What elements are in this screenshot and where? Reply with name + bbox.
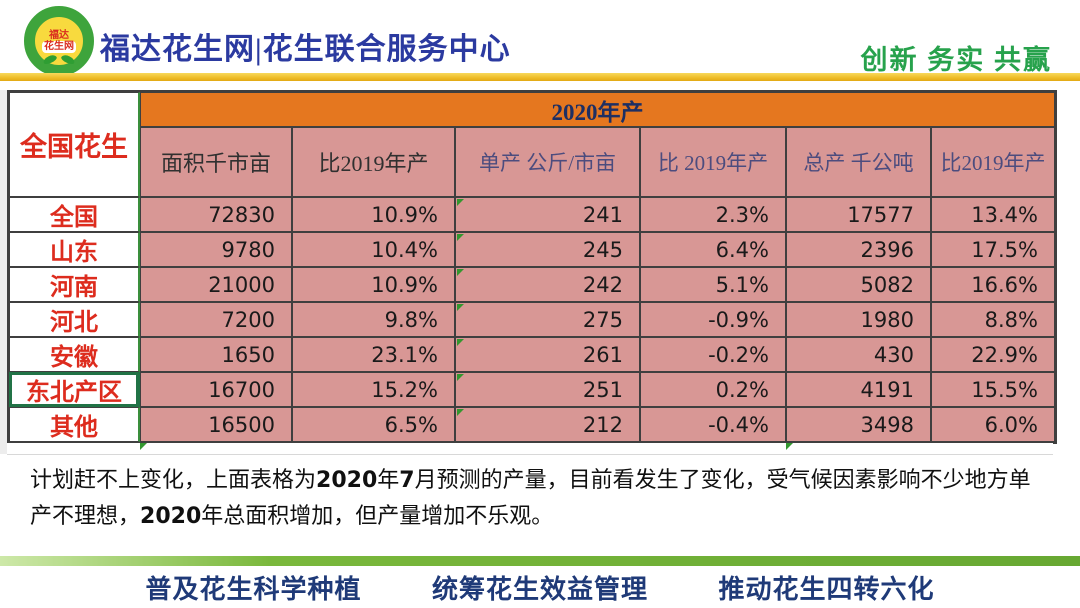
page-title: 福达花生网|花生联合服务中心 <box>100 33 511 66</box>
logo-text-top: 福达 <box>49 29 69 41</box>
column-header-area: 面积千市亩 <box>140 127 292 197</box>
data-cell: 9780 <box>140 232 292 267</box>
row-label: 全国 <box>9 197 140 232</box>
data-cell: 241 <box>455 197 640 232</box>
sheet-partial-row <box>7 443 1053 455</box>
data-cell: 212 <box>455 407 640 442</box>
column-header-output-yoy: 比2019年产 <box>931 127 1055 197</box>
data-cell: 23.1% <box>292 337 455 372</box>
header-divider <box>0 73 1080 81</box>
row-label: 山东 <box>9 232 140 267</box>
cell-flag-triangle-icon <box>457 374 464 381</box>
data-cell: 245 <box>455 232 640 267</box>
data-cell: 17.5% <box>931 232 1055 267</box>
footer-divider <box>0 556 1080 566</box>
header-slogan: 创新 务实 共赢 <box>860 45 1052 75</box>
data-cell: 22.9% <box>931 337 1055 372</box>
data-cell: 16700 <box>140 372 292 407</box>
data-cell: 2396 <box>786 232 931 267</box>
data-cell: 2.3% <box>640 197 786 232</box>
logo-text-bottom: 花生网 <box>42 40 76 53</box>
data-cell: 242 <box>455 267 640 302</box>
data-cell: -0.9% <box>640 302 786 337</box>
row-label: 河北 <box>9 302 140 337</box>
data-cell: 10.4% <box>292 232 455 267</box>
cell-flag-triangle-icon <box>457 339 464 346</box>
production-table: 全国花生 2020年产 面积千市亩 比2019年产 单产 公斤/市亩 比 201… <box>7 90 1057 444</box>
data-cell: 1980 <box>786 302 931 337</box>
footer-slogans: 普及花生科学种植 统筹花生效益管理 推动花生四转六化 <box>0 569 1080 606</box>
data-cell: 10.9% <box>292 267 455 302</box>
data-cell: 9.8% <box>292 302 455 337</box>
data-cell: 3498 <box>786 407 931 442</box>
data-cell: 8.8% <box>931 302 1055 337</box>
corner-cell: 全国花生 <box>9 92 140 197</box>
data-cell: 5082 <box>786 267 931 302</box>
row-label-selected: 东北产区 <box>9 372 140 407</box>
leaf-icon <box>60 53 76 66</box>
data-cell: 17577 <box>786 197 931 232</box>
footer-slogan-promotion: 推动花生四转六化 <box>718 575 935 604</box>
cell-flag-triangle-icon <box>457 304 464 311</box>
row-label: 河南 <box>9 267 140 302</box>
site-logo-icon: 福达 花生网 <box>24 6 94 76</box>
data-cell: 5.1% <box>640 267 786 302</box>
cell-flag-triangle-icon <box>786 443 793 450</box>
data-cell: 6.5% <box>292 407 455 442</box>
data-cell: 21000 <box>140 267 292 302</box>
data-cell: 4191 <box>786 372 931 407</box>
data-cell: 275 <box>455 302 640 337</box>
data-cell: 0.2% <box>640 372 786 407</box>
column-header-yield-yoy: 比 2019年产 <box>640 127 786 197</box>
cell-flag-triangle-icon <box>457 409 464 416</box>
cell-flag-triangle-icon <box>457 234 464 241</box>
data-cell: 1650 <box>140 337 292 372</box>
data-cell: 7200 <box>140 302 292 337</box>
note-paragraph: 计划赶不上变化，上面表格为2020年7月预测的产量，目前看发生了变化，受气候因素… <box>30 467 1031 529</box>
data-cell: -0.4% <box>640 407 786 442</box>
column-header-yield: 单产 公斤/市亩 <box>455 127 640 197</box>
data-cell: 16500 <box>140 407 292 442</box>
cell-flag-triangle-icon <box>457 269 464 276</box>
cell-flag-triangle-icon <box>457 199 464 206</box>
data-cell: 430 <box>786 337 931 372</box>
data-cell: 16.6% <box>931 267 1055 302</box>
year-banner: 2020年产 <box>140 92 1055 127</box>
data-cell: 261 <box>455 337 640 372</box>
data-cell: 251 <box>455 372 640 407</box>
row-label: 其他 <box>9 407 140 442</box>
column-header-area-yoy: 比2019年产 <box>292 127 455 197</box>
row-label: 安徽 <box>9 337 140 372</box>
footer-slogan-management: 统筹花生效益管理 <box>431 575 648 604</box>
leaf-icon <box>42 53 58 66</box>
data-cell: 15.2% <box>292 372 455 407</box>
data-cell: 6.4% <box>640 232 786 267</box>
cell-flag-triangle-icon <box>140 443 147 450</box>
data-cell: 10.9% <box>292 197 455 232</box>
footer-slogan-planting: 普及花生科学种植 <box>145 575 362 604</box>
data-cell: 72830 <box>140 197 292 232</box>
column-header-output: 总产 千公吨 <box>786 127 931 197</box>
data-cell: 13.4% <box>931 197 1055 232</box>
data-cell: -0.2% <box>640 337 786 372</box>
data-cell: 6.0% <box>931 407 1055 442</box>
data-cell: 15.5% <box>931 372 1055 407</box>
